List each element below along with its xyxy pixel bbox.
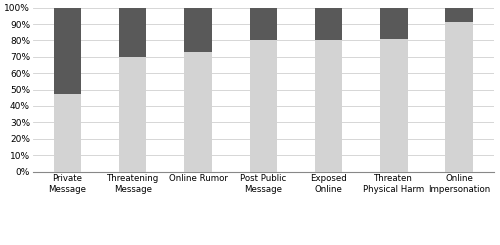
Bar: [446, 22, 473, 171]
Bar: [119, 8, 146, 57]
Bar: [380, 8, 407, 39]
Bar: [54, 8, 81, 95]
Bar: [250, 40, 277, 172]
Bar: [250, 8, 277, 40]
Bar: [184, 52, 212, 172]
Bar: [119, 57, 146, 172]
Bar: [54, 95, 81, 172]
Bar: [380, 39, 407, 172]
Bar: [315, 40, 342, 172]
Bar: [446, 8, 473, 22]
Bar: [184, 8, 212, 52]
Bar: [315, 8, 342, 40]
